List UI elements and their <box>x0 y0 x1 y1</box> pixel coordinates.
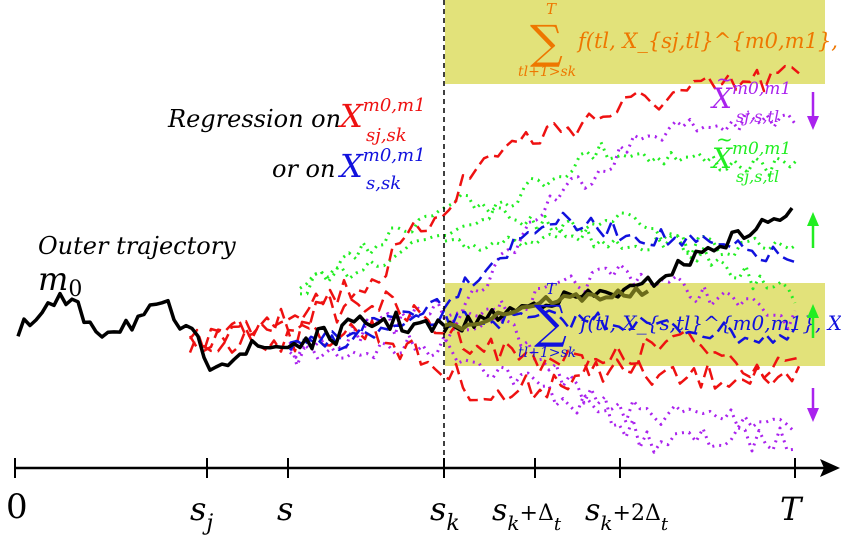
regression-X-red: Xm0,m1 sj,sk <box>337 95 426 146</box>
blue-path-1 <box>288 211 795 352</box>
green-Xtilde-label: Xm0,m1 sj,s,tl <box>710 139 791 186</box>
tick-label-sk-plus-dt: sk+Δt <box>492 493 562 535</box>
top-sum-body: f(tl, X_{sj,tl}^{m0,m1}, X_{sj,tl+1}^{m0… <box>576 29 841 53</box>
outer-trajectory-path <box>16 291 446 372</box>
time-axis-arrowhead <box>820 459 840 477</box>
regression-on-label: Regression on <box>167 105 341 133</box>
purple-arrowhead-bottom <box>807 408 819 422</box>
green-path-3 <box>444 211 797 304</box>
tick-label-sk-plus-2dt: sk+2Δt <box>585 493 669 535</box>
tick-label-sj: sj <box>190 490 213 536</box>
top-highlight-box <box>445 0 825 84</box>
axis-ticks <box>14 458 796 478</box>
green-path-2 <box>299 193 798 296</box>
purple-path-1 <box>288 334 796 433</box>
bottom-sum-formula: T ∑ tl+1>sk f(tl, X_{s,tl}^{m0,m1}, X_{s… <box>518 280 841 361</box>
top-sum-lower: tl+1>sk <box>518 64 576 80</box>
top-sum-sigma: ∑ <box>530 15 563 69</box>
green-arrowhead-top <box>807 212 819 226</box>
bottom-sum-upper: T <box>546 280 557 298</box>
green-path-1 <box>299 140 799 290</box>
olive-overlay-path <box>443 286 650 332</box>
purple-Xtilde-label: Xm0,m1 sj,s,tl <box>710 79 791 126</box>
purple-arrowhead-top <box>807 116 819 130</box>
bottom-sum-sigma: ∑ <box>534 295 567 349</box>
purple-tilde: ~ <box>716 67 733 91</box>
tick-label-T: T <box>780 490 804 528</box>
right-arrows <box>807 92 819 422</box>
or-on-label: or on <box>272 155 335 183</box>
tick-label-zero: 0 <box>6 487 28 527</box>
outer-trajectory-continuation <box>442 207 794 334</box>
red-path-3 <box>189 290 800 390</box>
red-path-1 <box>188 64 800 354</box>
m0-label: m0 <box>38 260 82 302</box>
tick-label-s: s <box>277 490 293 528</box>
outer-trajectory-label: Outer trajectory <box>38 232 236 260</box>
green-tilde: ~ <box>716 127 733 151</box>
bottom-sum-body: f(tl, X_{s,tl}^{m0,m1}, X_{s,tl+1}^{m0,m… <box>578 311 841 335</box>
regression-X-blue: Xm0,m1 s,sk <box>337 145 426 194</box>
blue-path-2 <box>289 309 796 352</box>
top-sum-upper: T <box>546 0 557 18</box>
tick-label-sk: sk <box>430 490 460 536</box>
bottom-sum-lower: tl+1>sk <box>518 345 576 361</box>
green-arrowhead-bottom <box>807 304 819 318</box>
top-sum-formula: T ∑ tl+1>sk f(tl, X_{sj,tl}^{m0,m1}, X_{… <box>518 0 841 80</box>
trajectory-paths <box>16 64 801 454</box>
